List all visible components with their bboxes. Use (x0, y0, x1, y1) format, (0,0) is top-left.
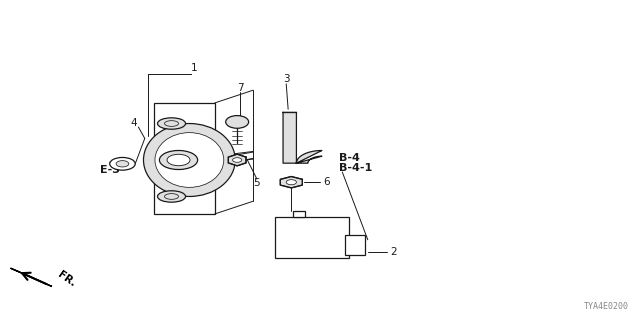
Bar (346, 235, 365, 255)
Text: 6: 6 (323, 177, 330, 187)
Text: 2: 2 (390, 247, 397, 257)
Ellipse shape (143, 124, 236, 196)
Ellipse shape (226, 116, 248, 128)
Text: B-4-1: B-4-1 (339, 163, 372, 173)
Polygon shape (283, 112, 322, 163)
Bar (275, 217, 349, 258)
Polygon shape (280, 177, 302, 188)
Circle shape (232, 158, 242, 162)
Polygon shape (10, 268, 52, 286)
Text: TYA4E0200: TYA4E0200 (584, 302, 629, 311)
Text: FR.: FR. (56, 270, 77, 289)
Ellipse shape (155, 132, 224, 188)
Circle shape (116, 161, 129, 167)
Bar (293, 211, 305, 217)
Text: B-4: B-4 (339, 153, 360, 164)
Text: E-3: E-3 (100, 164, 120, 174)
Circle shape (159, 150, 198, 170)
Text: 3: 3 (283, 74, 289, 84)
Circle shape (167, 154, 190, 166)
Bar (154, 103, 215, 214)
Text: 1: 1 (191, 63, 198, 73)
Ellipse shape (164, 194, 179, 199)
Circle shape (109, 157, 135, 170)
Ellipse shape (164, 121, 179, 126)
Ellipse shape (157, 118, 186, 129)
Ellipse shape (157, 191, 186, 202)
Circle shape (286, 180, 296, 185)
Text: 7: 7 (237, 83, 244, 93)
Text: 5: 5 (253, 178, 260, 188)
Text: 4: 4 (131, 117, 137, 128)
Polygon shape (228, 154, 246, 166)
